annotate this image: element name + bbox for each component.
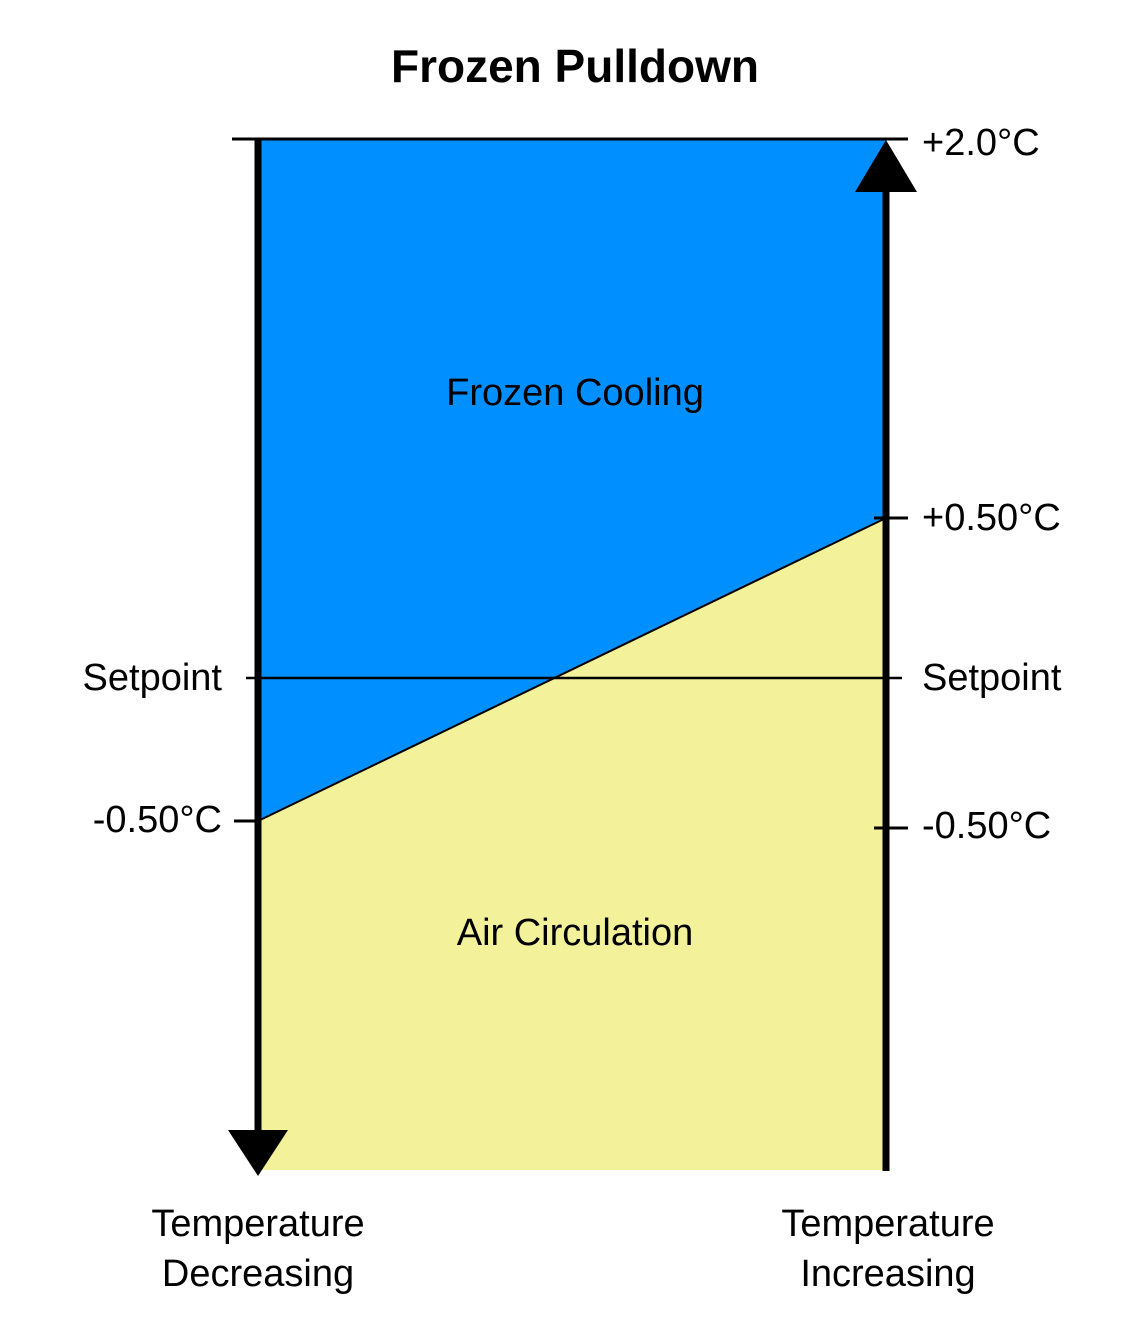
left-setpoint-label: Setpoint	[83, 657, 223, 699]
switching-boundary-line	[257, 517, 887, 822]
air-circulation-label: Air Circulation	[457, 912, 694, 954]
right-caption-line1: Temperature	[781, 1203, 994, 1245]
right-lower-tick-label: -0.50°C	[922, 805, 1051, 847]
right-upper-tick-label: +0.50°C	[922, 497, 1061, 539]
left-lower-tick-label: -0.50°C	[93, 799, 222, 841]
diagram-title: Frozen Pulldown	[391, 40, 759, 92]
down-arrow-icon	[228, 1130, 288, 1176]
up-arrow-icon	[855, 140, 917, 192]
right-caption-line2: Increasing	[800, 1253, 975, 1295]
right-top-tick-label: +2.0°C	[922, 122, 1040, 164]
air-circulation-region	[258, 518, 886, 1170]
left-caption-line1: Temperature	[151, 1203, 364, 1245]
left-caption-line2: Decreasing	[162, 1253, 354, 1295]
frozen-cooling-region	[258, 140, 886, 821]
right-setpoint-label: Setpoint	[922, 657, 1062, 699]
frozen-cooling-label: Frozen Cooling	[446, 372, 704, 414]
